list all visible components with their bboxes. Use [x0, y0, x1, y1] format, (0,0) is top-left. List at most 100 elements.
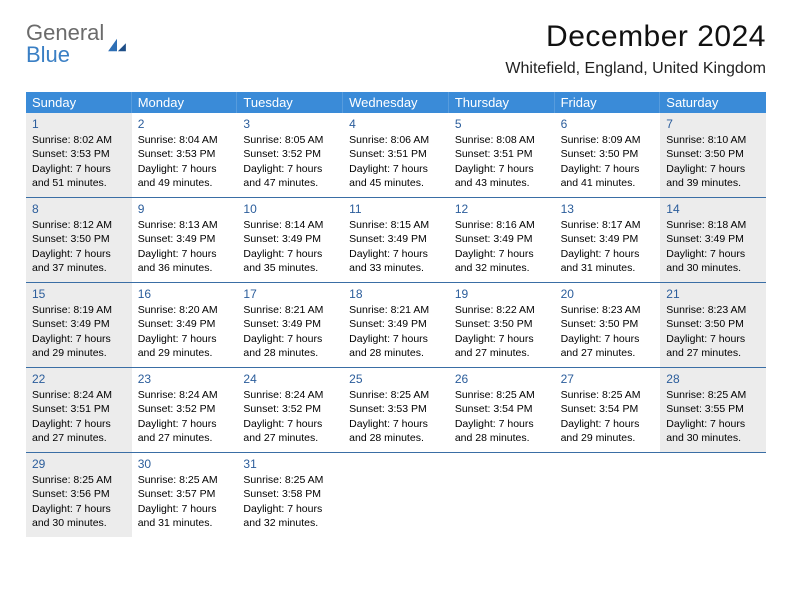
day-cell: 18Sunrise: 8:21 AMSunset: 3:49 PMDayligh… [343, 283, 449, 367]
logo-text-2: Blue [26, 42, 70, 67]
day-header-cell: Thursday [449, 92, 555, 113]
sunset-text: Sunset: 3:49 PM [455, 232, 549, 246]
sunset-text: Sunset: 3:51 PM [455, 147, 549, 161]
day-number: 16 [138, 286, 232, 302]
day-number: 29 [32, 456, 126, 472]
daylight-text: Daylight: 7 hours [32, 417, 126, 431]
week-row: 29Sunrise: 8:25 AMSunset: 3:56 PMDayligh… [26, 453, 766, 537]
daylight-text: and 39 minutes. [666, 176, 760, 190]
daylight-text: and 28 minutes. [455, 431, 549, 445]
daylight-text: Daylight: 7 hours [666, 162, 760, 176]
sunrise-text: Sunrise: 8:20 AM [138, 303, 232, 317]
sunrise-text: Sunrise: 8:21 AM [243, 303, 337, 317]
day-header-cell: Friday [555, 92, 661, 113]
daylight-text: Daylight: 7 hours [455, 417, 549, 431]
daylight-text: Daylight: 7 hours [32, 162, 126, 176]
sunrise-text: Sunrise: 8:15 AM [349, 218, 443, 232]
day-number: 2 [138, 116, 232, 132]
sunrise-text: Sunrise: 8:14 AM [243, 218, 337, 232]
day-cell: 17Sunrise: 8:21 AMSunset: 3:49 PMDayligh… [237, 283, 343, 367]
sunrise-text: Sunrise: 8:16 AM [455, 218, 549, 232]
day-number: 10 [243, 201, 337, 217]
sunset-text: Sunset: 3:56 PM [32, 487, 126, 501]
sunrise-text: Sunrise: 8:23 AM [561, 303, 655, 317]
daylight-text: Daylight: 7 hours [243, 417, 337, 431]
day-number: 3 [243, 116, 337, 132]
sunrise-text: Sunrise: 8:04 AM [138, 133, 232, 147]
sunrise-text: Sunrise: 8:25 AM [243, 473, 337, 487]
daylight-text: Daylight: 7 hours [32, 502, 126, 516]
sunrise-text: Sunrise: 8:23 AM [666, 303, 760, 317]
day-cell: 7Sunrise: 8:10 AMSunset: 3:50 PMDaylight… [660, 113, 766, 197]
logo-sail-icon [106, 37, 128, 53]
daylight-text: and 29 minutes. [32, 346, 126, 360]
day-cell: 31Sunrise: 8:25 AMSunset: 3:58 PMDayligh… [237, 453, 343, 537]
day-number: 7 [666, 116, 760, 132]
day-number: 12 [455, 201, 549, 217]
daylight-text: Daylight: 7 hours [243, 162, 337, 176]
daylight-text: and 27 minutes. [666, 346, 760, 360]
sunrise-text: Sunrise: 8:09 AM [561, 133, 655, 147]
calendar: SundayMondayTuesdayWednesdayThursdayFrid… [26, 92, 766, 537]
sunset-text: Sunset: 3:53 PM [138, 147, 232, 161]
day-cell: 15Sunrise: 8:19 AMSunset: 3:49 PMDayligh… [26, 283, 132, 367]
day-number: 25 [349, 371, 443, 387]
sunset-text: Sunset: 3:52 PM [138, 402, 232, 416]
daylight-text: and 27 minutes. [138, 431, 232, 445]
daylight-text: and 30 minutes. [666, 261, 760, 275]
daylight-text: Daylight: 7 hours [243, 502, 337, 516]
day-cell: 16Sunrise: 8:20 AMSunset: 3:49 PMDayligh… [132, 283, 238, 367]
day-number: 22 [32, 371, 126, 387]
daylight-text: Daylight: 7 hours [455, 162, 549, 176]
sunset-text: Sunset: 3:50 PM [455, 317, 549, 331]
day-cell: 21Sunrise: 8:23 AMSunset: 3:50 PMDayligh… [660, 283, 766, 367]
daylight-text: Daylight: 7 hours [349, 417, 443, 431]
day-cell: 23Sunrise: 8:24 AMSunset: 3:52 PMDayligh… [132, 368, 238, 452]
daylight-text: Daylight: 7 hours [243, 247, 337, 261]
sunrise-text: Sunrise: 8:19 AM [32, 303, 126, 317]
day-number: 13 [561, 201, 655, 217]
daylight-text: Daylight: 7 hours [349, 247, 443, 261]
daylight-text: and 37 minutes. [32, 261, 126, 275]
day-number: 14 [666, 201, 760, 217]
sunset-text: Sunset: 3:50 PM [666, 317, 760, 331]
daylight-text: Daylight: 7 hours [138, 332, 232, 346]
month-title: December 2024 [505, 20, 766, 54]
daylight-text: Daylight: 7 hours [138, 247, 232, 261]
daylight-text: Daylight: 7 hours [666, 247, 760, 261]
daylight-text: and 31 minutes. [138, 516, 232, 530]
day-number: 18 [349, 286, 443, 302]
day-number: 26 [455, 371, 549, 387]
day-cell: 26Sunrise: 8:25 AMSunset: 3:54 PMDayligh… [449, 368, 555, 452]
sunrise-text: Sunrise: 8:13 AM [138, 218, 232, 232]
daylight-text: and 28 minutes. [243, 346, 337, 360]
sunset-text: Sunset: 3:57 PM [138, 487, 232, 501]
sunrise-text: Sunrise: 8:24 AM [138, 388, 232, 402]
day-number: 5 [455, 116, 549, 132]
empty-cell [449, 453, 555, 537]
day-header-cell: Monday [132, 92, 238, 113]
daylight-text: and 32 minutes. [455, 261, 549, 275]
sunrise-text: Sunrise: 8:22 AM [455, 303, 549, 317]
day-number: 30 [138, 456, 232, 472]
day-number: 21 [666, 286, 760, 302]
sunrise-text: Sunrise: 8:25 AM [561, 388, 655, 402]
daylight-text: and 36 minutes. [138, 261, 232, 275]
daylight-text: and 28 minutes. [349, 346, 443, 360]
daylight-text: and 28 minutes. [349, 431, 443, 445]
sunset-text: Sunset: 3:54 PM [561, 402, 655, 416]
day-number: 11 [349, 201, 443, 217]
day-cell: 19Sunrise: 8:22 AMSunset: 3:50 PMDayligh… [449, 283, 555, 367]
sunset-text: Sunset: 3:54 PM [455, 402, 549, 416]
sunset-text: Sunset: 3:50 PM [561, 317, 655, 331]
daylight-text: Daylight: 7 hours [561, 417, 655, 431]
sunset-text: Sunset: 3:49 PM [561, 232, 655, 246]
sunrise-text: Sunrise: 8:17 AM [561, 218, 655, 232]
sunrise-text: Sunrise: 8:06 AM [349, 133, 443, 147]
logo: General Blue [26, 20, 128, 66]
daylight-text: Daylight: 7 hours [243, 332, 337, 346]
sunset-text: Sunset: 3:49 PM [666, 232, 760, 246]
day-cell: 9Sunrise: 8:13 AMSunset: 3:49 PMDaylight… [132, 198, 238, 282]
sunset-text: Sunset: 3:50 PM [561, 147, 655, 161]
day-number: 24 [243, 371, 337, 387]
